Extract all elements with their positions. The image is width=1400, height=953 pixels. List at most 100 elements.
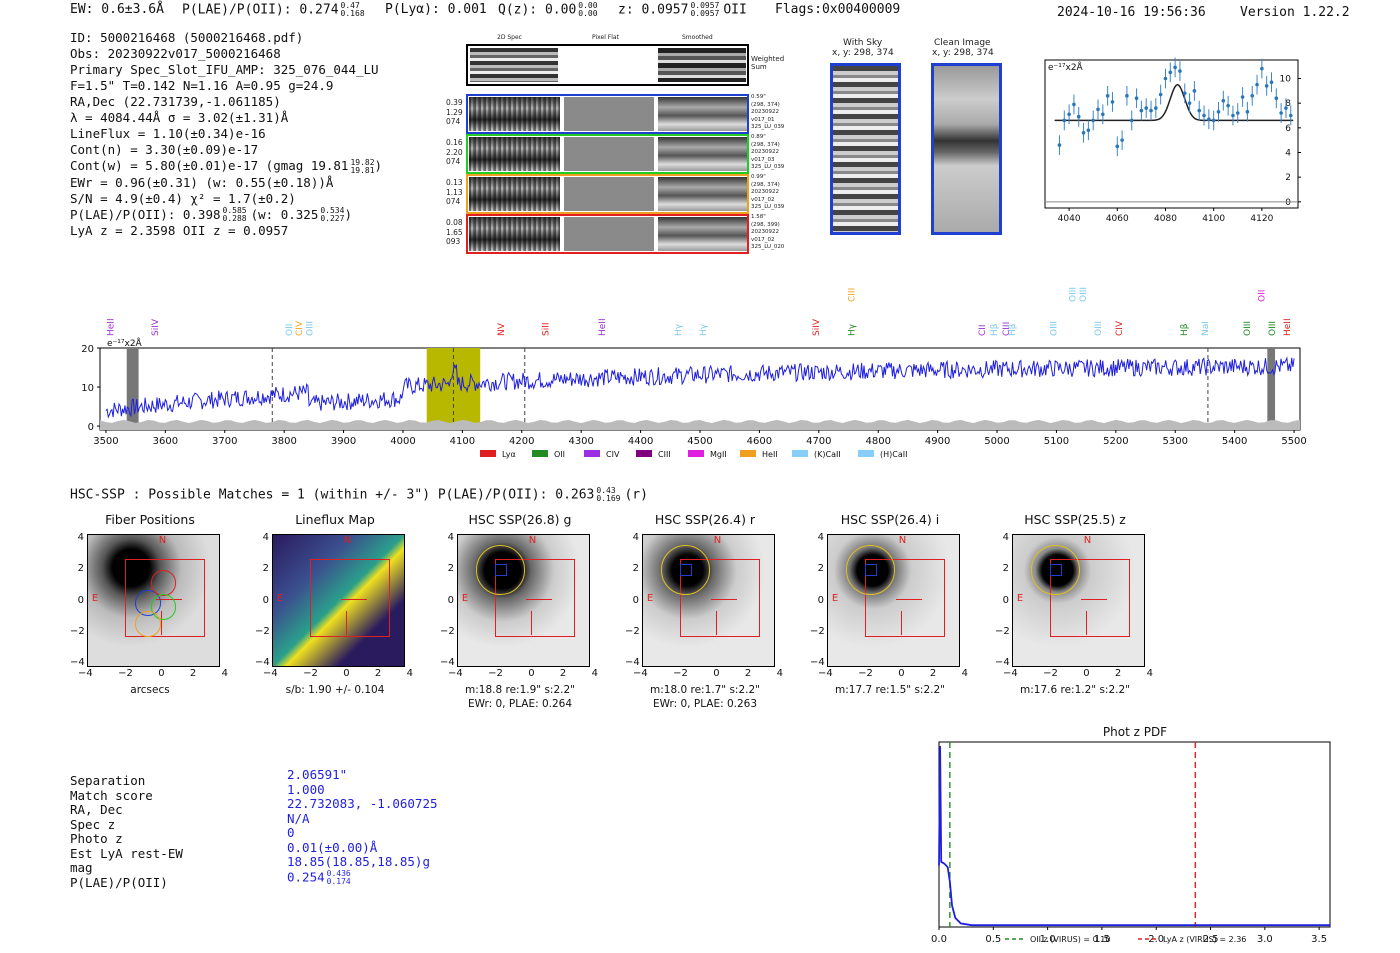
zoom-data-point — [1231, 113, 1235, 118]
hsc-ytick-label: 4 — [1002, 532, 1009, 543]
hsc-xtick-label: −4 — [448, 668, 463, 679]
hsc-ytick-label: 0 — [262, 594, 269, 606]
with-sky-image — [830, 63, 901, 235]
info-plae: P(LAE)/P(OII): 0.398 0.585 0.288 (w: 0.325 0… — [70, 207, 382, 224]
line-id-label: HeII — [1283, 318, 1293, 336]
cutout-right-value: 1.58" — [751, 214, 766, 220]
full-xtick-label: 3600 — [153, 436, 178, 447]
cutout-right-value: 325_LU_039 — [751, 164, 785, 170]
hsc-compass-box — [309, 558, 391, 637]
cutout-left-value: 0.08 — [446, 218, 463, 227]
photz-xtick-label: 2.5 — [1203, 934, 1219, 945]
zoom-data-point — [1250, 93, 1255, 98]
full-masked-band — [126, 348, 139, 430]
hsc-panel: Lineflux Map N E −4 −2 0 2 4 −4 −2 0 2 4 s/b: 1.90 +/… — [255, 512, 415, 727]
line-id-labels: HeII SiIV OII CIV OIII NV SiII HeII Hγ Hγ SiIVCIII… — [107, 287, 1293, 336]
full-legend-swatch — [858, 450, 874, 457]
full-xtick-label: 5200 — [1103, 436, 1128, 447]
hsc-compass-box — [679, 558, 761, 637]
zoom-data-point — [1279, 111, 1283, 115]
full-ytick-label: 20 — [81, 344, 94, 355]
hsc-xtick-label: 2 — [929, 668, 937, 679]
cutout-row-left-labels: 0.13 1.13 074 — [446, 178, 463, 207]
zoom-data-point — [1139, 108, 1144, 113]
hsc-xtick-label: −2 — [118, 668, 133, 679]
hsc-ytick-label: −4 — [995, 657, 1010, 668]
zoom-data-point — [1264, 84, 1269, 88]
cutout-row-left-labels: 0.16 2.20 074 — [446, 138, 463, 167]
full-ticks: 3500 3600 3700 3800 3900 4000 4100 4200 4300 4400… — [81, 344, 1307, 447]
hsc-source-circle — [846, 545, 896, 595]
hsc-panel-title: Fiber Positions — [105, 512, 195, 527]
full-xtick-label: 4800 — [865, 436, 890, 447]
hsc-panel-xticks: −4 −2 0 2 4 — [78, 668, 228, 679]
hsc-compass-e: E — [91, 592, 99, 604]
photz-pdf-line — [938, 745, 1330, 927]
hsc-panel-yticks: −4 −2 0 2 4 — [255, 532, 270, 668]
hsc-crosshair-h — [341, 599, 368, 601]
line-id-label: Hγ — [699, 323, 709, 336]
hsc-panel-title: HSC SSP(26.4) i — [840, 512, 940, 527]
hsc-xtick-label: −4 — [633, 668, 648, 679]
sep-value-photoz: 0 — [287, 825, 295, 840]
hsc-compass-box — [124, 558, 206, 637]
hsc-ytick-label: 4 — [262, 532, 269, 543]
zoom-data-point — [1091, 118, 1095, 123]
cutout-right-value: 20230922 — [751, 189, 779, 195]
zoom-ticks: 4040 4060 4080 4100 4120 0 2 4 6 8 10 — [1058, 75, 1301, 224]
sep-label-match: Match score — [70, 787, 153, 803]
header-version: Version 1.22.2 — [1240, 5, 1350, 20]
hsc-compass-box — [864, 558, 946, 637]
sep-value-ew: 0.01(±0.00)Å — [287, 839, 378, 855]
hsc-ytick-label: −2 — [810, 625, 825, 637]
full-xtick-label: 5500 — [1281, 436, 1306, 447]
hsc-ytick-label: 2 — [77, 563, 84, 575]
zoom-data-point — [1129, 118, 1134, 123]
cutout-row — [466, 174, 749, 214]
header-plae-sub: 0.168 — [340, 9, 365, 18]
info-contw-sup: 19.82 — [350, 157, 375, 167]
zoom-data-point — [1178, 69, 1182, 73]
full-legend-label: Lyα — [502, 450, 516, 459]
zoom-data-point — [1062, 118, 1067, 123]
hsc-ytick-label: −2 — [440, 625, 455, 637]
photz-xtick-label: 0.0 — [931, 934, 947, 945]
full-ytick-label: 10 — [81, 383, 94, 394]
header-z-line: OII — [723, 2, 747, 18]
photz-legend-lya: LyA z (VIRUS) = 2.36 — [1163, 935, 1246, 944]
info-plae-w-close: ) — [344, 206, 352, 222]
full-plot-frame — [99, 347, 1301, 431]
full-xtick-label: 5000 — [984, 436, 1009, 447]
full-legend-label: CIII — [658, 450, 671, 459]
zoom-ytick-label: 6 — [1285, 124, 1291, 134]
photz-title: Phot z PDF — [1103, 725, 1167, 739]
line-id-label: CIV — [1115, 320, 1125, 336]
zoom-data-point — [1168, 70, 1173, 75]
hsc-crosshair-h — [711, 599, 738, 601]
hsc-ytick-label: −4 — [810, 657, 825, 668]
hsc-compass-n: N — [528, 535, 537, 546]
hsc-crosshair-v — [716, 610, 718, 635]
header-qz: Q(z): 0.00 0.00 0.00 — [498, 2, 598, 18]
info-plae-w-sub: 0.227 — [320, 214, 345, 223]
full-legend-swatch — [792, 450, 808, 457]
hsc-title-sub: 0.169 — [596, 494, 621, 503]
cutout-row-right-labels: 0.59" (298, 374) 20230922 v017_01 325_LU_039 — [751, 94, 784, 132]
line-id-label: Hβ — [1180, 323, 1190, 336]
cutout-left-value: 0.39 — [446, 98, 463, 107]
hsc-panel-caption: arcsecs — [130, 684, 170, 696]
hsc-panel-caption2: EWr: 0, PLAE: 0.263 — [652, 698, 758, 710]
clean-image — [931, 63, 1002, 235]
hsc-compass-n: N — [158, 535, 167, 546]
cutout-right-value: 20230922 — [751, 149, 779, 155]
info-primary: Primary Spec_Slot_IFU_AMP: 325_076_044_L… — [70, 62, 379, 77]
separation-labels: Separation Match score RA, Dec Spec z Ph… — [70, 773, 183, 890]
zoom-data-point — [1067, 112, 1071, 117]
hsc-aperture-square — [494, 563, 508, 577]
hsc-panel-caption: m:17.6 re:1.2" s:2.2" — [1020, 684, 1130, 696]
hsc-xtick-label: 2 — [189, 668, 197, 679]
hsc-panel-title: Lineflux Map — [295, 512, 375, 527]
info-plae-sub: 0.288 — [222, 214, 247, 223]
line-id-label: Hβ — [990, 323, 1000, 336]
